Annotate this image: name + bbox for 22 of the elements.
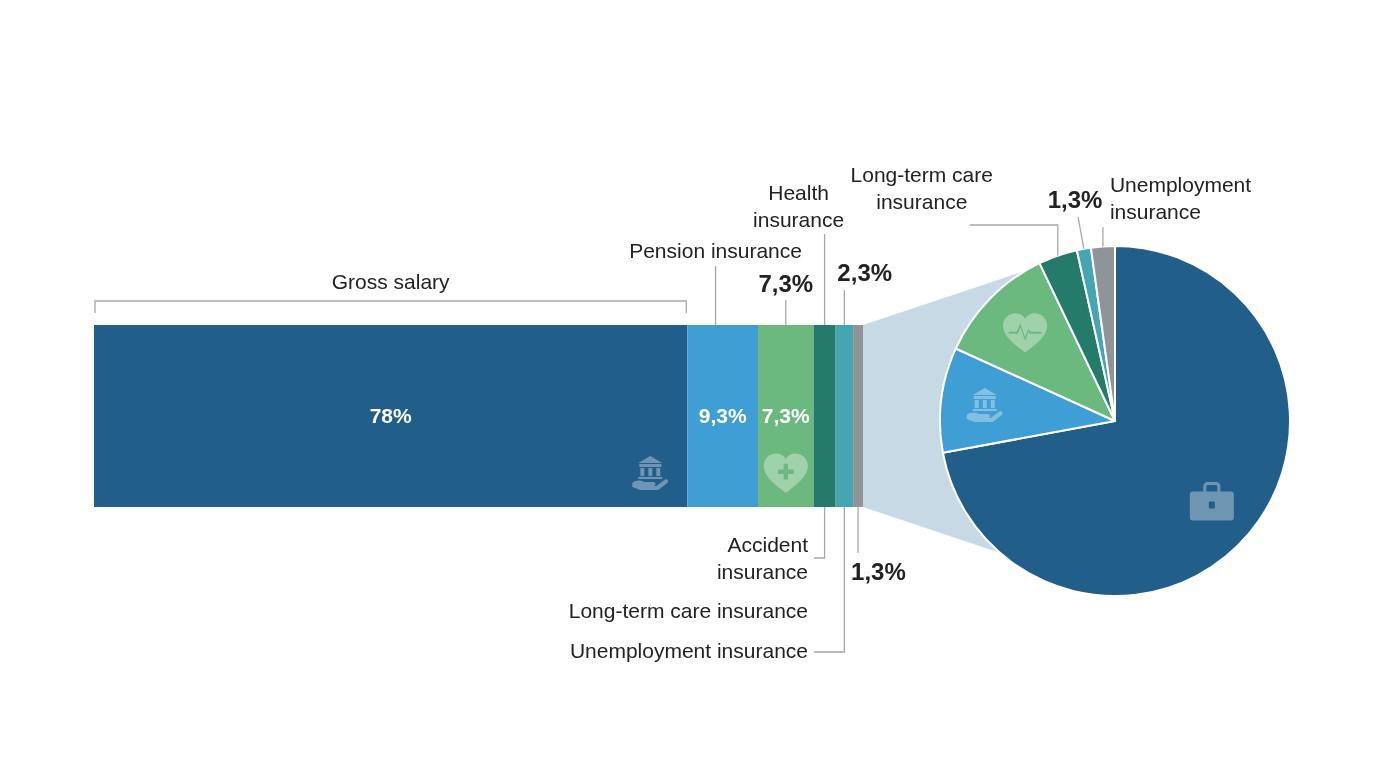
data-label: 7,3% xyxy=(761,404,811,427)
text: Accident insurance xyxy=(716,533,809,583)
series-label: Gross salary xyxy=(331,270,451,293)
text: Health insurance xyxy=(753,181,845,231)
slice-label: Unemployment insurance xyxy=(1109,173,1252,223)
bar xyxy=(813,325,836,507)
text: 7,3% xyxy=(758,270,814,297)
pie-slice xyxy=(941,245,1291,597)
data-label: 9,3% xyxy=(698,404,747,427)
text: Unemployment insurance xyxy=(569,639,808,662)
bar xyxy=(835,325,854,507)
slice-label: Long-term care insurance xyxy=(850,163,993,213)
bar xyxy=(94,325,688,507)
bar xyxy=(853,325,863,507)
data-label: 1,3% xyxy=(1047,186,1103,213)
bar xyxy=(687,325,759,507)
data-label: 78% xyxy=(369,404,412,427)
bar xyxy=(758,325,814,507)
data-label: 2,3% xyxy=(837,259,893,286)
data-label: 1,3% xyxy=(851,558,906,585)
text: Long-term care insurance xyxy=(568,599,808,622)
text: Pension insurance xyxy=(629,239,802,262)
